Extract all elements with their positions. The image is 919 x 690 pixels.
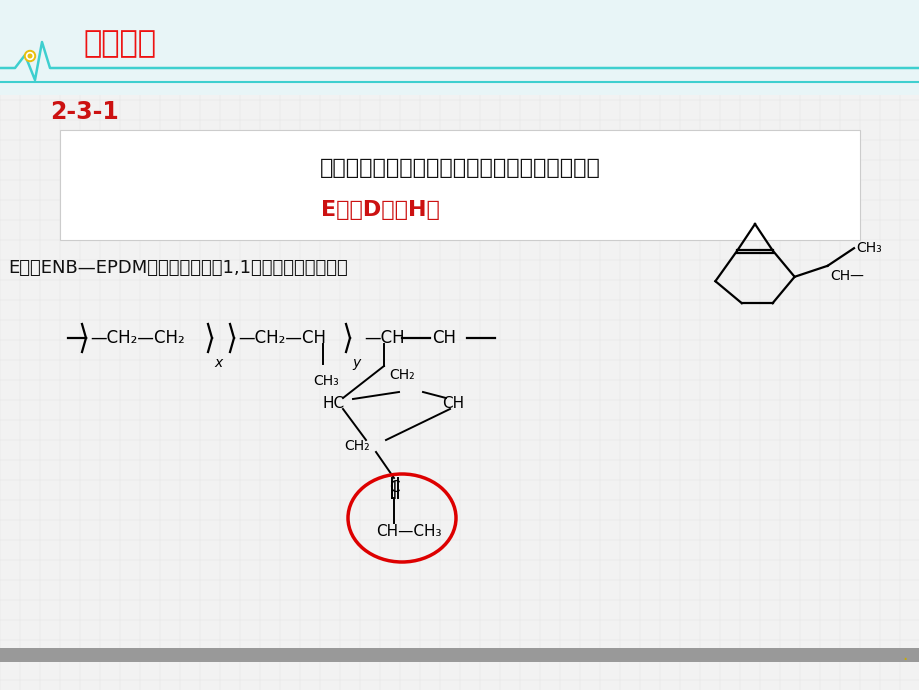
- Circle shape: [28, 55, 32, 58]
- Text: 依据第三单体种类的不同，三元乙丙橡胶又有：: 依据第三单体种类的不同，三元乙丙橡胶又有：: [319, 158, 600, 178]
- Text: CH—: CH—: [830, 269, 864, 283]
- Text: HC: HC: [323, 395, 345, 411]
- Text: CH₃: CH₃: [312, 374, 338, 388]
- Text: —CH: —CH: [364, 329, 404, 347]
- Text: CH—CH₃: CH—CH₃: [376, 524, 441, 538]
- Text: —CH₂—CH: —CH₂—CH: [238, 329, 325, 347]
- Circle shape: [25, 50, 36, 61]
- Circle shape: [27, 52, 33, 59]
- Text: CH₃: CH₃: [855, 241, 880, 255]
- FancyBboxPatch shape: [60, 130, 859, 240]
- Text: CH: CH: [432, 329, 456, 347]
- Text: CH: CH: [441, 395, 463, 411]
- Text: 【解析】: 【解析】: [84, 30, 156, 59]
- Text: ·: ·: [902, 651, 907, 669]
- FancyBboxPatch shape: [0, 648, 919, 662]
- Text: CH₂: CH₂: [389, 368, 414, 382]
- Text: E型（ENB—EPDM），第三单体为1,1－亚乙基降冰片烯：: E型（ENB—EPDM），第三单体为1,1－亚乙基降冰片烯：: [8, 259, 347, 277]
- Text: ‖: ‖: [388, 481, 397, 499]
- FancyBboxPatch shape: [0, 0, 919, 95]
- Text: 2-3-1: 2-3-1: [50, 100, 119, 124]
- Text: y: y: [352, 356, 360, 370]
- Text: CH₂: CH₂: [344, 439, 369, 453]
- Text: x: x: [214, 356, 222, 370]
- Text: —CH₂—CH₂: —CH₂—CH₂: [90, 329, 185, 347]
- Text: C: C: [389, 480, 399, 495]
- Text: E型、D型、H型: E型、D型、H型: [320, 200, 439, 220]
